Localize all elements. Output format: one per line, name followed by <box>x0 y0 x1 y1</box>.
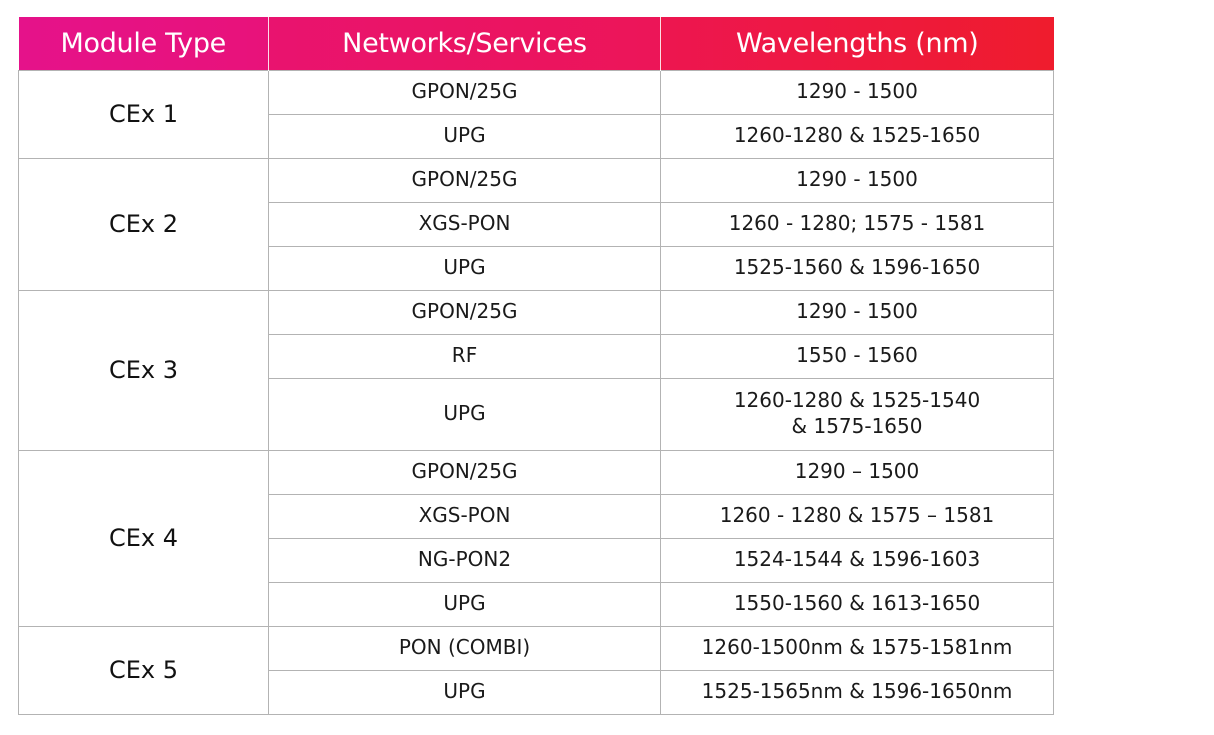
wavelength-cell: 1260 - 1280 & 1575 – 1581 <box>660 493 1054 539</box>
table-row: CEx 1 GPON/25G 1290 - 1500 <box>18 69 1054 159</box>
table-row: CEx 3 GPON/25G 1290 - 1500 <box>18 289 1054 451</box>
service-cell: NG-PON2 <box>268 537 661 583</box>
wavelength-cell: 1290 - 1500 <box>660 289 1054 335</box>
table-row: XGS-PON 1260 - 1280 & 1575 – 1581 <box>19 493 1054 539</box>
wavelength-line-1: 1260-1280 & 1525-1540 <box>733 388 981 413</box>
table-row: UPG 1260-1280 & 1525-1650 <box>19 113 1054 159</box>
wavelength-cell: 1260-1280 & 1525-1540 & 1575-1650 <box>660 377 1054 451</box>
wavelength-cell: 1260-1500nm & 1575-1581nm <box>660 625 1054 671</box>
service-cell: GPON/25G <box>268 69 661 115</box>
service-cell: UPG <box>268 581 661 627</box>
table-header: Module Type Networks/Services Wavelength… <box>18 17 1054 70</box>
wavelength-cell: 1524-1544 & 1596-1603 <box>660 537 1054 583</box>
service-cell: PON (COMBI) <box>268 625 661 671</box>
header-row: Module Type Networks/Services Wavelength… <box>18 17 1054 70</box>
service-cell: XGS-PON <box>268 493 661 539</box>
service-cell: UPG <box>268 377 661 451</box>
wavelength-cell: 1550-1560 & 1613-1650 <box>660 581 1054 627</box>
table-row: CEx 2 GPON/25G 1290 - 1500 <box>18 157 1054 291</box>
table-row: UPG 1525-1565nm & 1596-1650nm <box>19 669 1054 715</box>
service-cell: GPON/25G <box>268 449 661 495</box>
service-cell: RF <box>268 333 661 379</box>
module-cell: CEx 1 <box>18 69 269 159</box>
wavelength-cell: 1525-1565nm & 1596-1650nm <box>660 669 1054 715</box>
table-row: UPG 1550-1560 & 1613-1650 <box>19 581 1054 627</box>
table-row: CEx 5 PON (COMBI) 1260-1500nm & 1575-158… <box>18 625 1054 715</box>
wavelength-cell: 1290 - 1500 <box>660 69 1054 115</box>
wavelength-cell: 1290 – 1500 <box>660 449 1054 495</box>
service-cell: XGS-PON <box>268 201 661 247</box>
service-cell: GPON/25G <box>268 157 661 203</box>
service-cell: GPON/25G <box>268 289 661 335</box>
wavelength-cell: 1260 - 1280; 1575 - 1581 <box>660 201 1054 247</box>
service-cell: UPG <box>268 669 661 715</box>
table-body: CEx 1 GPON/25G 1290 - 1500 UPG 1260-1280… <box>18 69 1054 715</box>
module-cell: CEx 2 <box>18 157 269 291</box>
wavelength-line-2: & 1575-1650 <box>791 414 923 438</box>
wavelength-cell: 1525-1560 & 1596-1650 <box>660 245 1054 291</box>
wavelength-cell: 1260-1280 & 1525-1650 <box>660 113 1054 159</box>
table-row: UPG 1260-1280 & 1525-1540 & 1575-1650 <box>19 377 1054 451</box>
wavelength-table: Module Type Networks/Services Wavelength… <box>18 17 1054 715</box>
module-cell: CEx 4 <box>18 449 269 627</box>
wavelength-cell: 1550 - 1560 <box>660 333 1054 379</box>
module-cell: CEx 3 <box>18 289 269 451</box>
table-row: CEx 4 GPON/25G 1290 – 1500 <box>18 449 1054 627</box>
service-cell: UPG <box>268 113 661 159</box>
wavelength-cell: 1290 - 1500 <box>660 157 1054 203</box>
module-cell: CEx 5 <box>18 625 269 715</box>
table-row: NG-PON2 1524-1544 & 1596-1603 <box>19 537 1054 583</box>
header-wavelengths: Wavelengths (nm) <box>660 17 1054 70</box>
header-module-type: Module Type <box>18 17 269 70</box>
service-cell: UPG <box>268 245 661 291</box>
header-networks-services: Networks/Services <box>268 17 661 70</box>
